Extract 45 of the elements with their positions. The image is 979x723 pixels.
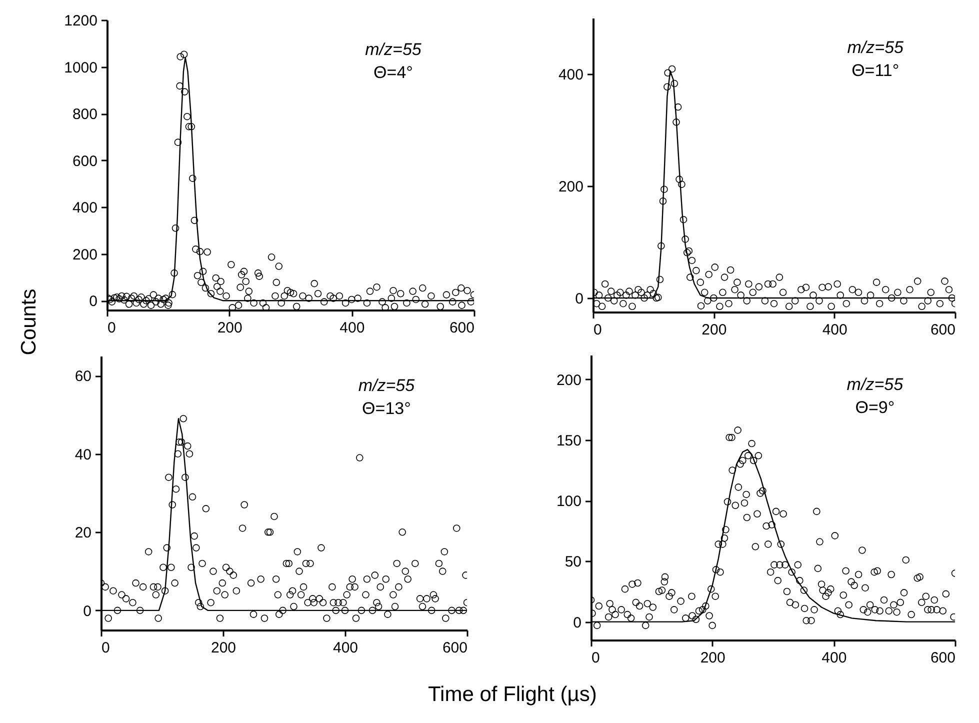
x-tick-label: 600 [930,650,956,666]
x-tick-label: 200 [702,322,727,338]
x-tick-label: 400 [822,322,848,338]
y-tick-label: 50 [564,554,582,571]
annotation: m/z=55 [847,38,904,57]
y-tick-label: 200 [558,178,584,196]
y-tick-label: 600 [72,152,98,170]
y-tick-label: 1200 [64,12,98,30]
annotation: m/z=55 [365,40,422,59]
annotation: Θ=4° [374,63,413,82]
y-tick-label: 100 [556,493,582,510]
y-tick-label: 200 [556,372,582,389]
x-tick-label: 0 [102,640,110,656]
y-tick-label: 0 [89,293,98,310]
x-tick-label: 200 [210,640,236,656]
y-tick-label: 0 [575,290,584,308]
x-tick-label: 200 [700,650,726,666]
annotation: m/z=55 [846,375,904,394]
x-tick-label: 0 [594,322,602,338]
x-tick-label: 400 [822,650,847,666]
y-tick-label: 1000 [64,59,98,76]
y-tick-label: 40 [74,446,92,464]
annotation: Θ=13° [362,399,411,418]
y-tick-label: 0 [573,614,582,632]
x-tick-label: 200 [217,320,242,336]
y-tick-label: 60 [74,368,92,386]
x-tick-label: 600 [442,640,468,656]
y-tick-label: 200 [72,246,98,264]
annotation: m/z=55 [358,376,416,395]
y-tick-label: 800 [72,106,98,124]
y-tick-label: 20 [74,524,92,542]
x-tick-label: 600 [930,322,956,338]
x-tick-label: 400 [332,640,358,656]
x-axis-title: Time of Flight (µs) [428,683,597,707]
y-tick-label: 400 [72,200,98,217]
x-tick-label: 400 [340,320,365,336]
y-tick-label: 150 [556,432,582,450]
y-tick-label: 0 [83,602,92,620]
y-tick-label: 400 [558,66,584,84]
y-axis-title: Counts [17,288,42,356]
x-tick-label: 0 [108,320,116,336]
x-tick-label: 600 [449,320,474,336]
x-tick-label: 0 [592,650,600,666]
annotation: Θ=11° [852,61,900,80]
annotation: Θ=9° [855,398,895,417]
